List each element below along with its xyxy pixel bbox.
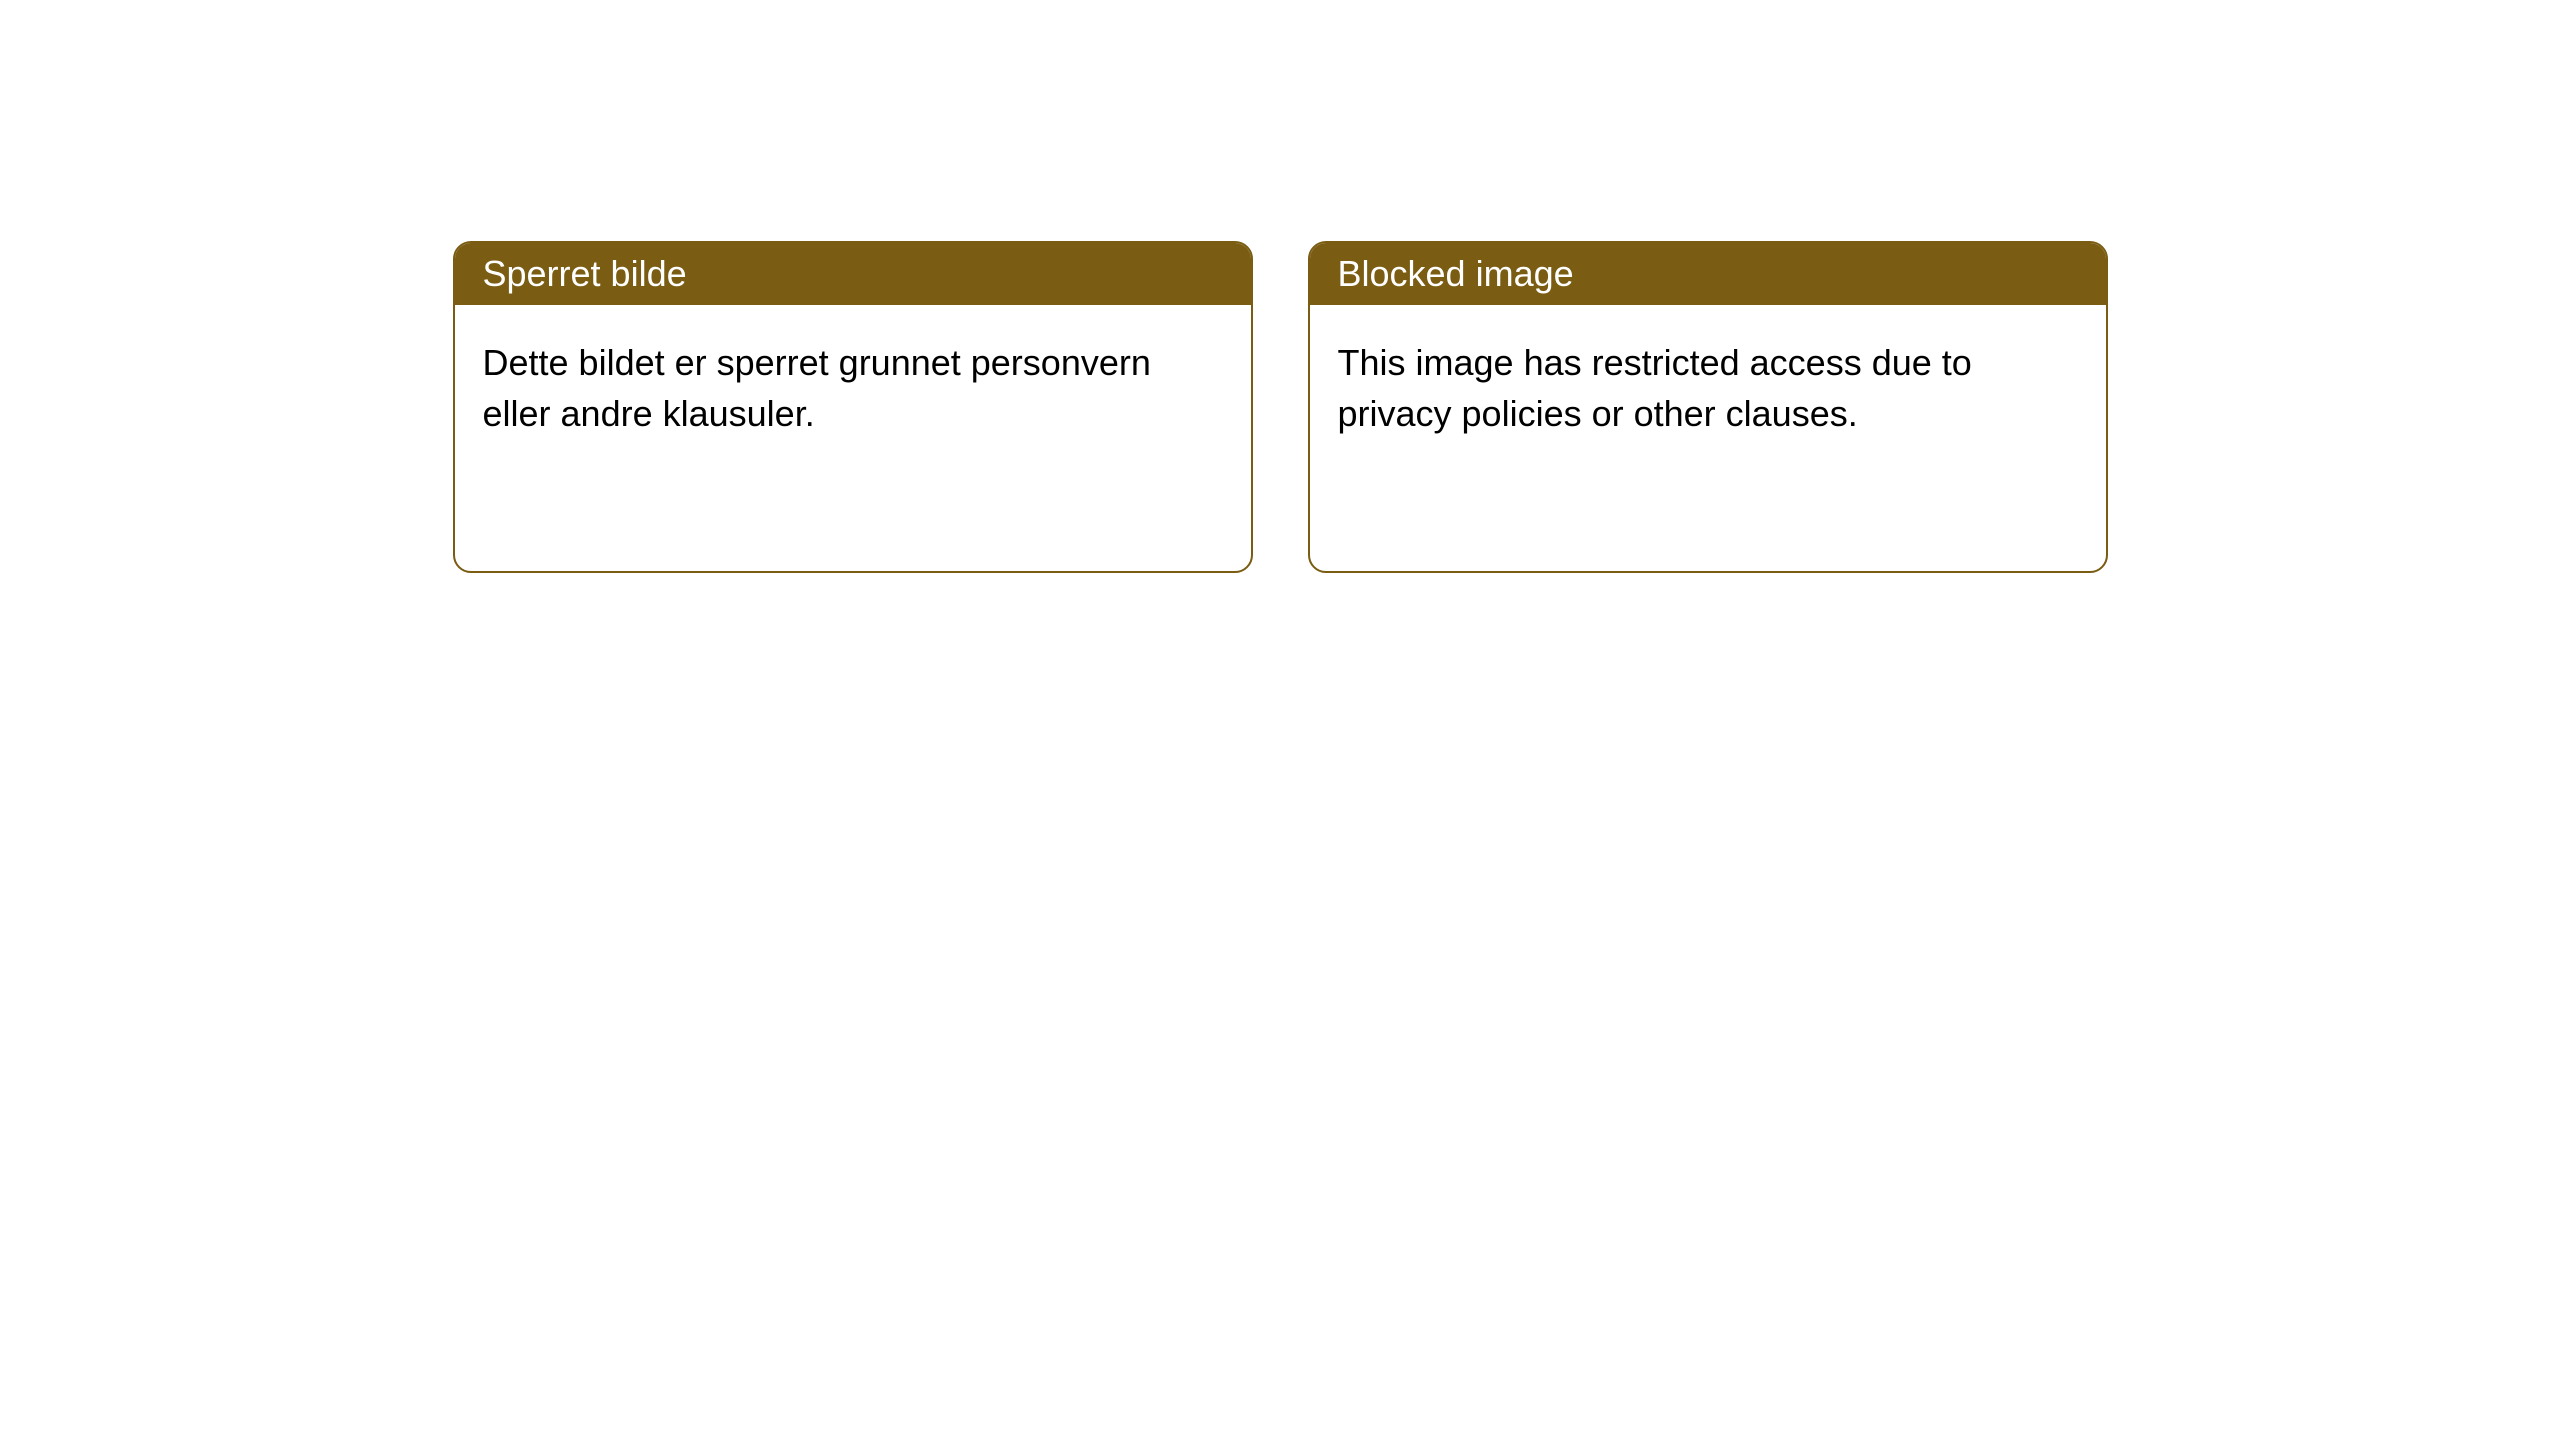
notice-message: This image has restricted access due to … <box>1338 342 1972 434</box>
notice-container: Sperret bilde Dette bildet er sperret gr… <box>453 241 2108 1440</box>
notice-body: Dette bildet er sperret grunnet personve… <box>455 305 1251 471</box>
notice-header: Sperret bilde <box>455 243 1251 305</box>
notice-title: Blocked image <box>1338 253 1574 294</box>
notice-title: Sperret bilde <box>483 253 687 294</box>
notice-message: Dette bildet er sperret grunnet personve… <box>483 342 1151 434</box>
notice-header: Blocked image <box>1310 243 2106 305</box>
notice-card-english: Blocked image This image has restricted … <box>1308 241 2108 573</box>
notice-card-norwegian: Sperret bilde Dette bildet er sperret gr… <box>453 241 1253 573</box>
notice-body: This image has restricted access due to … <box>1310 305 2106 471</box>
